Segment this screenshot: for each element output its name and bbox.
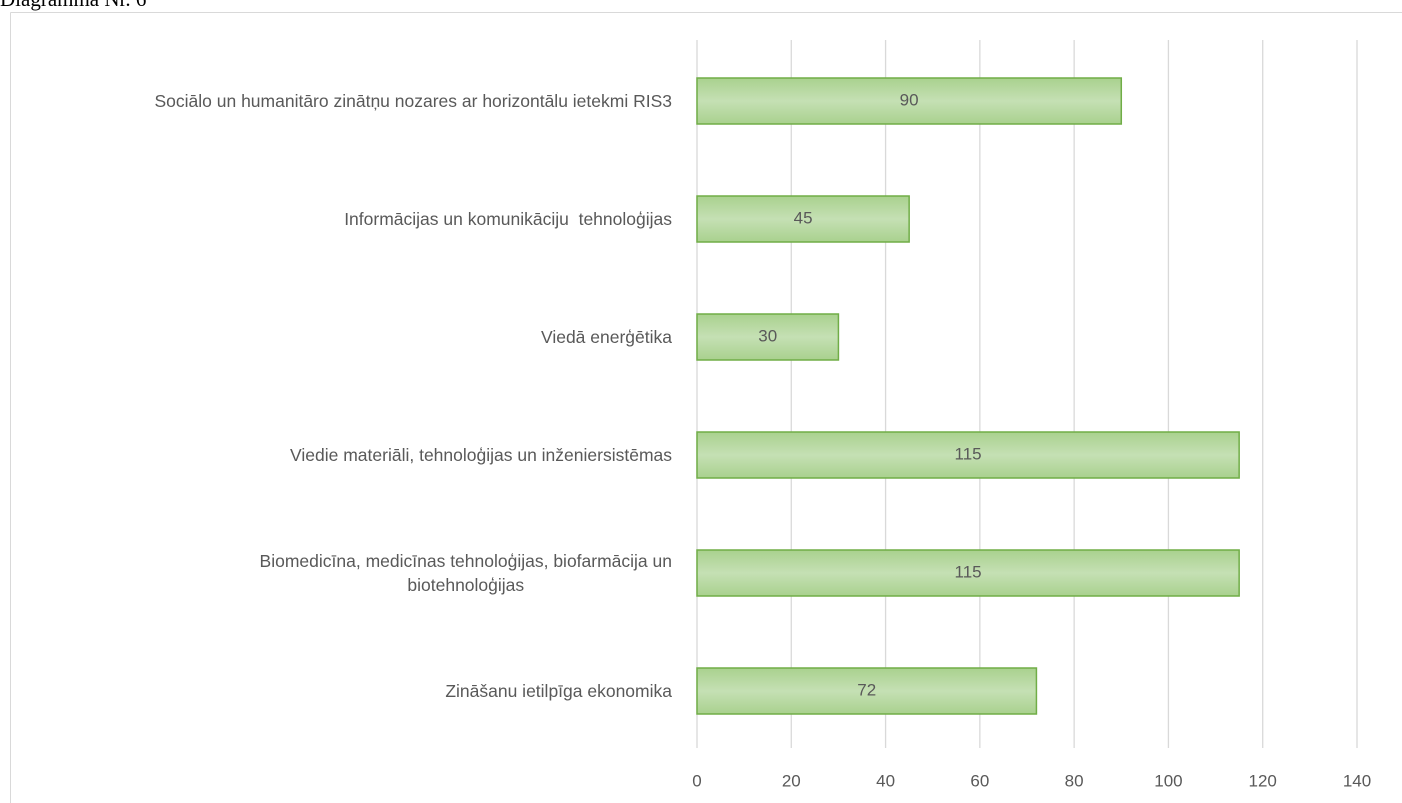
data-label: 115	[955, 562, 982, 581]
data-label: 30	[758, 326, 777, 345]
y-tick-label: Sociālo un humanitāro zinātņu nozares ar…	[154, 91, 672, 111]
data-label: 72	[857, 680, 876, 699]
bar	[696, 549, 1240, 597]
y-tick-label: Zināšanu ietilpīga ekonomika	[445, 681, 672, 701]
x-tick-label: 60	[970, 771, 989, 790]
bar	[696, 313, 840, 361]
data-label: 115	[955, 444, 982, 463]
x-tick-label: 140	[1343, 771, 1371, 790]
x-tick-label: 40	[876, 771, 895, 790]
y-tick-label: Viedā enerģētika	[540, 327, 672, 347]
x-tick-label: 0	[692, 771, 701, 790]
bar	[696, 195, 910, 243]
data-label: 45	[794, 208, 813, 227]
x-tick-label: 100	[1154, 771, 1182, 790]
x-tick-label: 80	[1065, 771, 1084, 790]
x-tick-label: 120	[1249, 771, 1277, 790]
bar	[696, 431, 1240, 479]
y-tick-label: Informācijas un komunikāciju tehnoloģija…	[344, 209, 672, 229]
chart-title: Diagramma Nr. 6	[0, 0, 146, 12]
bar	[696, 667, 1038, 715]
data-label: 90	[900, 90, 919, 109]
bar	[696, 77, 1123, 125]
x-tick-label: 20	[782, 771, 801, 790]
y-tick-label: Viedie materiāli, tehnoloģijas un inženi…	[290, 445, 672, 465]
y-tick-label: Biomedicīna, medicīnas tehnoloģijas, bio…	[259, 551, 672, 595]
